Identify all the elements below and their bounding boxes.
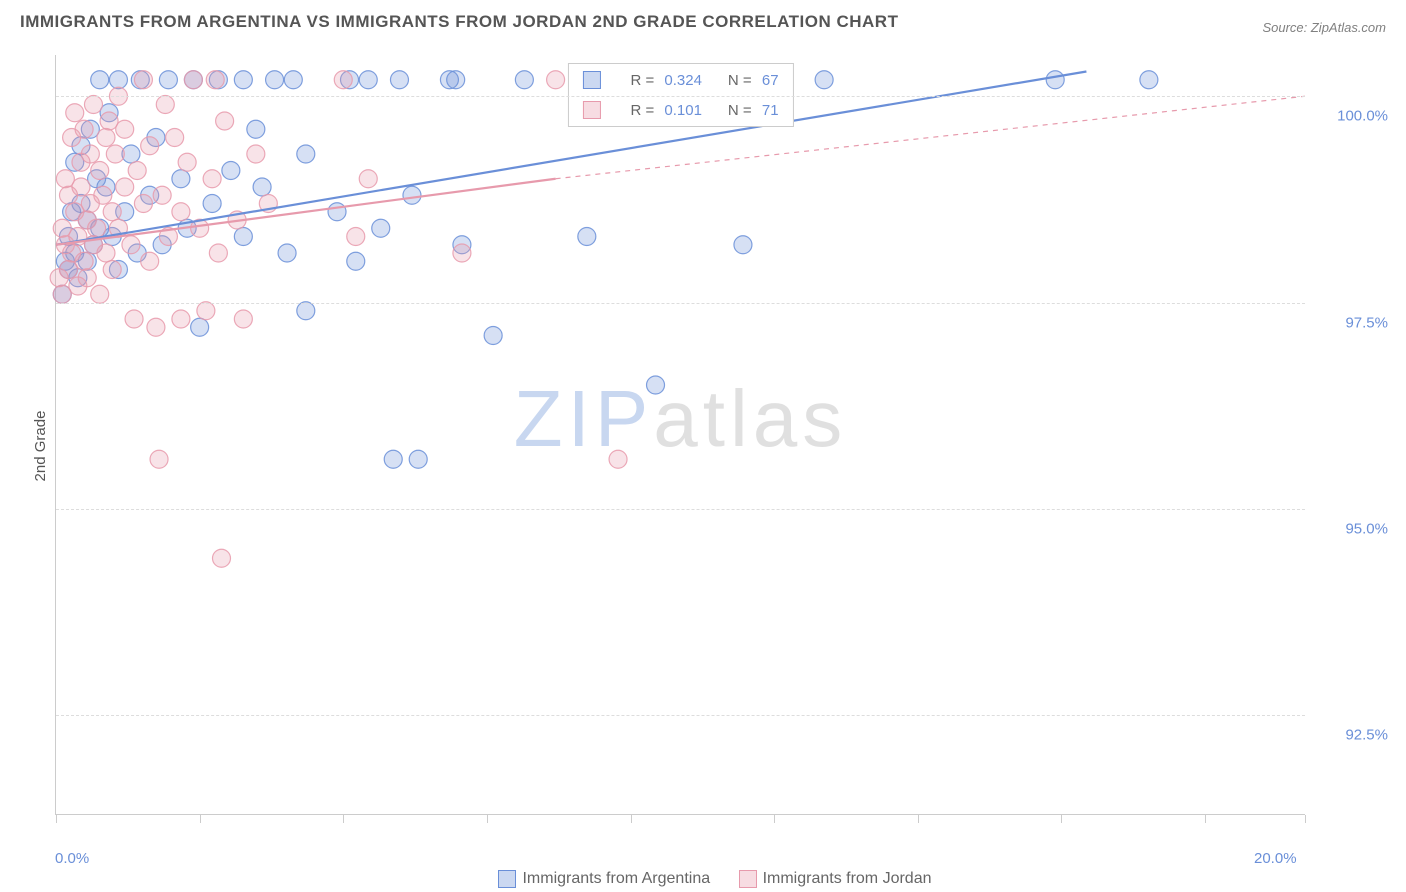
legend-swatch-argentina [582, 71, 600, 89]
x-tick-label: 20.0% [1254, 850, 1297, 867]
legend-swatch-argentina-bottom [498, 870, 516, 888]
y-tick-label: 97.5% [1345, 314, 1388, 331]
y-axis-label: 2nd Grade [32, 411, 49, 482]
legend-row-jordan: R = 0.101 N = 71 [570, 96, 790, 124]
chart-svg [56, 55, 1305, 814]
n-value-argentina: 67 [756, 72, 779, 89]
n-prefix: N = [728, 72, 752, 89]
legend-row-argentina: R = 0.324 N = 67 [570, 66, 790, 94]
source-prefix: Source: [1262, 20, 1310, 35]
y-tick-label: 100.0% [1337, 108, 1388, 125]
legend-swatch-jordan [582, 101, 600, 119]
r-value-jordan: 0.101 [658, 102, 702, 119]
y-tick-label: 92.5% [1345, 727, 1388, 744]
chart-title: IMMIGRANTS FROM ARGENTINA VS IMMIGRANTS … [20, 12, 898, 32]
r-value-argentina: 0.324 [658, 72, 702, 89]
source-name: ZipAtlas.com [1311, 20, 1386, 35]
legend-swatch-jordan-bottom [739, 870, 757, 888]
x-tick-label: 0.0% [55, 850, 89, 867]
n-prefix: N = [728, 102, 752, 119]
series-name-argentina: Immigrants from Argentina [522, 870, 710, 887]
r-prefix: R = [630, 72, 654, 89]
source-attribution: Source: ZipAtlas.com [1262, 20, 1386, 35]
series-legend: Immigrants from Argentina Immigrants fro… [0, 870, 1406, 888]
n-value-jordan: 71 [756, 102, 779, 119]
r-prefix: R = [630, 102, 654, 119]
series-name-jordan: Immigrants from Jordan [763, 870, 932, 887]
y-tick-label: 95.0% [1345, 520, 1388, 537]
correlation-legend: R = 0.324 N = 67 R = 0.101 N = 71 [567, 63, 793, 127]
plot-area: ZIPatlas R = 0.324 N = 67 R = 0.101 N = … [55, 55, 1305, 815]
